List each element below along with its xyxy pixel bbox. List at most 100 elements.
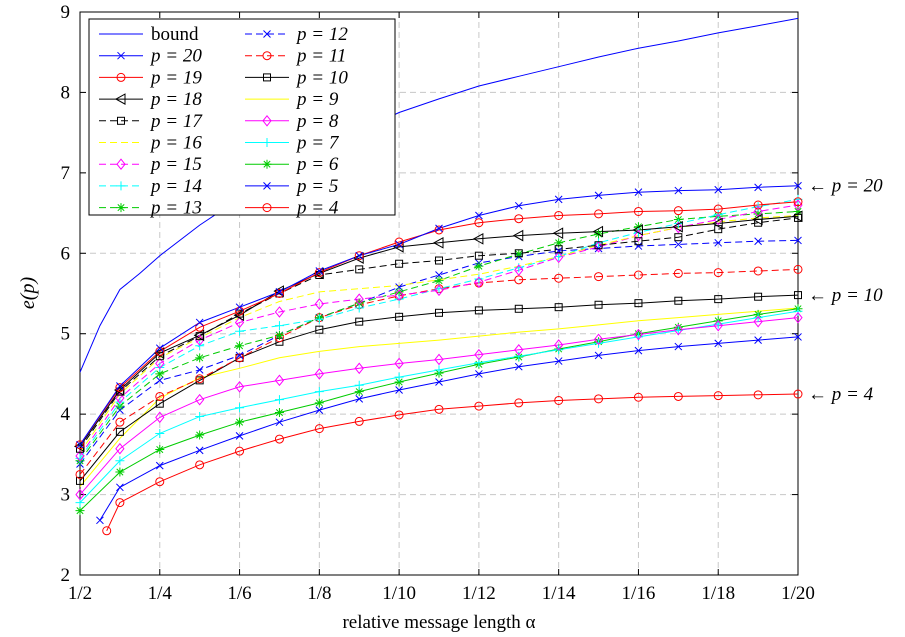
- legend-label: bound: [151, 24, 199, 45]
- triangle-marker: [752, 213, 763, 226]
- circle-marker: [713, 268, 723, 278]
- square-marker: [514, 249, 523, 258]
- asterisk-marker: [155, 369, 165, 379]
- square-marker: [395, 259, 404, 268]
- diamond-marker: [394, 357, 404, 370]
- circle-marker: [116, 72, 126, 82]
- circle-marker: [235, 353, 245, 363]
- diamond-marker: [115, 392, 125, 404]
- diamond-marker: [793, 199, 803, 211]
- circle-marker: [673, 206, 683, 216]
- diamond-marker: [394, 289, 404, 301]
- plus-marker: [354, 303, 364, 313]
- asterisk-marker: [116, 203, 126, 213]
- x-marker: [355, 251, 364, 260]
- legend-label: p = 13: [149, 198, 202, 219]
- circle-marker: [155, 346, 165, 356]
- circle-marker: [354, 251, 364, 261]
- y-axis-label: e(p): [17, 277, 39, 310]
- legend-label: p = 10: [295, 67, 348, 88]
- circle-marker: [262, 203, 272, 213]
- x-marker: [263, 182, 271, 190]
- x-marker: [235, 351, 244, 360]
- plus-marker: [314, 314, 324, 324]
- x-marker: [514, 201, 523, 210]
- diamond-marker: [593, 241, 604, 253]
- square-marker: [435, 256, 443, 265]
- diamond-marker: [195, 334, 205, 346]
- legend-label: p = 7: [295, 133, 340, 154]
- square-marker: [634, 299, 643, 308]
- square-marker: [554, 303, 563, 312]
- square-marker: [674, 233, 683, 242]
- series-line: [99, 336, 798, 521]
- x-marker: [96, 516, 104, 525]
- legend-box: [88, 18, 396, 216]
- x-marker: [594, 191, 603, 200]
- circle-marker: [354, 416, 364, 426]
- plus-marker: [474, 274, 484, 284]
- y-tick-label: 9: [61, 2, 71, 23]
- x-marker: [116, 483, 124, 492]
- diamond-marker: [514, 264, 524, 276]
- x-marker: [634, 188, 643, 197]
- circle-marker: [155, 477, 165, 487]
- square-marker: [594, 300, 603, 309]
- y-tick-label: 5: [61, 324, 71, 345]
- plus-marker: [394, 294, 404, 304]
- diamond-marker: [514, 343, 524, 356]
- circle-marker: [434, 225, 444, 235]
- asterisk-marker: [354, 387, 364, 397]
- plus-marker: [354, 380, 364, 390]
- legend-label: p = 17: [149, 111, 203, 132]
- circle-marker: [155, 391, 165, 401]
- plus-marker: [314, 387, 324, 397]
- circle-marker: [753, 266, 763, 276]
- diamond-marker: [474, 276, 484, 289]
- circle-marker: [235, 446, 245, 456]
- asterisk-marker: [115, 467, 125, 477]
- circle-marker: [474, 218, 484, 228]
- asterisk-marker: [274, 408, 284, 418]
- x-marker: [714, 185, 723, 194]
- circle-marker: [594, 209, 604, 219]
- x-marker: [674, 240, 683, 249]
- square-marker: [117, 116, 125, 125]
- x-tick-label: 1/16: [622, 583, 656, 604]
- diamond-marker: [274, 306, 285, 318]
- square-marker: [355, 317, 364, 326]
- circle-marker: [75, 440, 85, 450]
- x-marker: [355, 395, 364, 403]
- axis-ticks: 1/2 1/4 1/6 1/8 1/10 1/12 1/14 1/16 1/18 1/20 2 3 4 5…: [61, 2, 815, 604]
- x-marker: [475, 370, 483, 378]
- x-marker: [794, 236, 802, 245]
- x-tick-label: 1/2: [68, 583, 92, 604]
- circle-marker: [713, 204, 723, 214]
- plus-marker: [394, 372, 404, 382]
- diamond-marker: [274, 374, 285, 387]
- circle-marker: [274, 434, 284, 444]
- circle-marker: [594, 394, 604, 404]
- x-marker: [155, 376, 164, 385]
- legend-label: p = 12: [295, 24, 348, 45]
- plus-marker: [115, 397, 125, 407]
- x-marker: [554, 357, 563, 365]
- square-marker: [355, 265, 364, 274]
- x-marker: [475, 211, 483, 220]
- diamond-marker: [673, 323, 683, 336]
- plus-marker: [115, 456, 125, 466]
- diamond-marker: [434, 284, 444, 297]
- circle-marker: [314, 424, 324, 434]
- circle-marker: [633, 206, 643, 216]
- x-marker: [754, 336, 762, 345]
- diamond-marker: [354, 293, 364, 305]
- plus-marker: [116, 181, 126, 191]
- series-line: [80, 201, 798, 445]
- square-marker: [634, 237, 643, 246]
- x-marker: [116, 382, 124, 390]
- diamond-marker: [195, 393, 205, 406]
- x-marker: [634, 346, 643, 355]
- y-tick-label: 6: [61, 243, 71, 264]
